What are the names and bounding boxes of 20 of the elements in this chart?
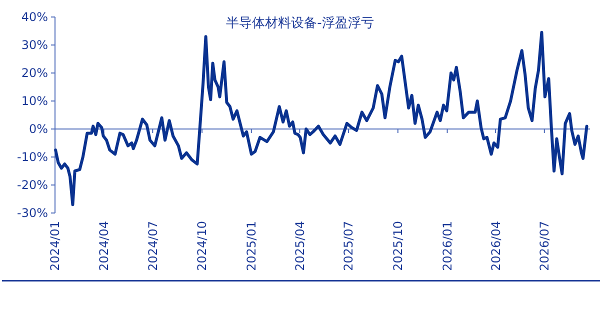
x-tick-label: 2025/01 <box>244 221 259 271</box>
x-tick-label: 2024/10 <box>195 221 210 271</box>
x-tick-label: 2026/01 <box>440 221 454 271</box>
y-tick-label: -30% <box>16 206 48 220</box>
y-tick-label: 0% <box>28 122 48 136</box>
x-tick-label: 2024/01 <box>48 221 62 271</box>
y-tick-label: -20% <box>16 178 48 192</box>
y-tick-label: 40% <box>21 10 48 24</box>
x-tick-label: 2025/04 <box>292 221 307 271</box>
y-tick-label: 20% <box>21 66 48 80</box>
x-tick-label: 2026/04 <box>488 221 503 271</box>
y-tick-label: 30% <box>21 38 48 52</box>
x-tick-label: 2024/04 <box>97 221 112 271</box>
x-tick-label: 2025/10 <box>391 221 406 271</box>
x-tick-label: 2026/07 <box>538 221 552 271</box>
y-tick-label: -10% <box>16 150 48 164</box>
y-tick-label: 10% <box>21 94 48 108</box>
x-tick-label: 2024/07 <box>146 221 160 271</box>
x-tick-label: 2025/07 <box>342 221 356 271</box>
chart-title: 半导体材料设备-浮盈浮亏 <box>226 16 374 31</box>
